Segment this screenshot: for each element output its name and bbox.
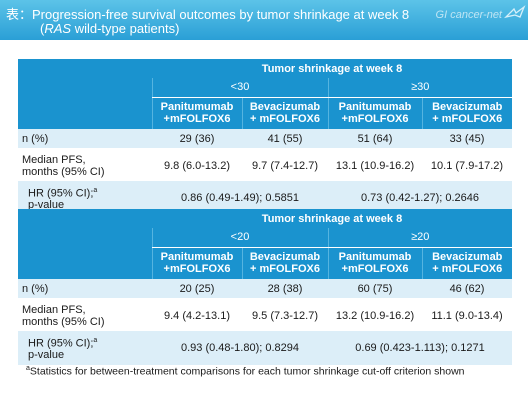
arm-name: Panitumumab bbox=[160, 251, 234, 264]
table-row: Median PFS, months (95% CI) 9.8 (6.0-13.2… bbox=[18, 149, 512, 181]
row-label-line: months (95% CI) bbox=[22, 315, 105, 328]
brand-logo-icon bbox=[504, 5, 526, 19]
row-label-line: p-value bbox=[28, 349, 65, 362]
page-title: 表：Progression-free survival outcomes by … bbox=[6, 7, 410, 22]
table-cell: 9.4 (4.2-13.1) bbox=[152, 299, 242, 331]
arm-regimen: + mFOLFOX6 bbox=[250, 263, 320, 276]
group-header: Tumor shrinkage at week 8 bbox=[152, 209, 512, 228]
arm-name: Bevacizumab bbox=[432, 101, 503, 114]
table-cell: 9.8 (6.0-13.2) bbox=[152, 149, 242, 181]
row-label-line: Median PFS, bbox=[22, 303, 86, 316]
corner-cell bbox=[18, 228, 152, 247]
corner-cell bbox=[18, 247, 152, 279]
page-subtitle: (RAS wild-type patients) bbox=[40, 21, 179, 36]
arm-header: Bevacizumab + mFOLFOX6 bbox=[421, 97, 512, 129]
cutoff-header: ≥30 bbox=[327, 78, 512, 98]
row-label: HR (95% CI);a p-value bbox=[18, 331, 152, 365]
arm-header: Panitumumab +mFOLFOX6 bbox=[327, 97, 422, 129]
table-row: n (%) 29 (36) 41 (55) 51 (64) 33 (45) bbox=[18, 129, 512, 150]
table-cell: 13.2 (10.9-16.2) bbox=[328, 299, 422, 331]
arm-header: Bevacizumab + mFOLFOX6 bbox=[241, 247, 328, 279]
brand-name: GI cancer-net bbox=[435, 9, 502, 21]
arm-name: Bevacizumab bbox=[249, 101, 321, 114]
arm-regimen: + mFOLFOX6 bbox=[432, 263, 503, 276]
row-label: n (%) bbox=[18, 129, 152, 150]
arm-regimen: + mFOLFOX6 bbox=[250, 113, 320, 126]
row-label-line: months (95% CI) bbox=[22, 165, 105, 178]
footnote-text: Statistics for between-treatment compari… bbox=[29, 365, 465, 378]
arm-header: Panitumumab +mFOLFOX6 bbox=[327, 247, 422, 279]
table-cell: 0.69 (0.423-1.113); 0.1271 bbox=[328, 331, 512, 365]
results-table-20-cutoff: Tumor shrinkage at week 8 <20 ≥20 Panitu… bbox=[18, 209, 512, 365]
table-cell: 46 (62) bbox=[422, 279, 512, 300]
results-table-30-cutoff: Tumor shrinkage at week 8 <30 ≥30 Panitu… bbox=[18, 59, 512, 215]
table-cell: 60 (75) bbox=[328, 279, 422, 300]
table-cell: 13.1 (10.9-16.2) bbox=[328, 149, 422, 181]
cutoff-header: <20 bbox=[151, 228, 328, 248]
arm-header: Panitumumab +mFOLFOX6 bbox=[151, 247, 242, 279]
table-cell: 28 (38) bbox=[242, 279, 328, 300]
table-row: Median PFS, months (95% CI) 9.4 (4.2-13.1… bbox=[18, 299, 512, 331]
footnote: aStatistics for between-treatment compar… bbox=[26, 365, 465, 378]
row-label-line: HR (95% CI); bbox=[28, 337, 94, 350]
table-cell: 9.5 (7.3-12.7) bbox=[242, 299, 328, 331]
table-cell: 51 (64) bbox=[328, 129, 422, 150]
row-label: Median PFS, months (95% CI) bbox=[18, 299, 152, 331]
arm-header: Panitumumab +mFOLFOX6 bbox=[151, 97, 242, 129]
footnote-marker: a bbox=[93, 186, 98, 194]
subtitle-prefix: ( bbox=[40, 21, 45, 36]
subtitle-suffix: wild-type patients) bbox=[71, 21, 180, 36]
footnote-marker: a bbox=[26, 365, 30, 372]
arm-header: Bevacizumab + mFOLFOX6 bbox=[241, 97, 328, 129]
table-cell: 0.93 (0.48-1.80); 0.8294 bbox=[152, 331, 328, 365]
row-label: n (%) bbox=[18, 279, 152, 300]
table-cell: 33 (45) bbox=[422, 129, 512, 150]
arm-regimen: +mFOLFOX6 bbox=[163, 113, 231, 126]
arm-regimen: +mFOLFOX6 bbox=[341, 263, 409, 276]
cutoff-header: ≥20 bbox=[327, 228, 512, 248]
table-cell: 11.1 (9.0-13.4) bbox=[422, 299, 512, 331]
arm-regimen: + mFOLFOX6 bbox=[432, 113, 503, 126]
arm-name: Bevacizumab bbox=[249, 251, 321, 264]
arm-name: Panitumumab bbox=[338, 101, 412, 114]
corner-cell bbox=[18, 209, 152, 228]
corner-cell bbox=[18, 97, 152, 129]
table-cell: 9.7 (7.4-12.7) bbox=[242, 149, 328, 181]
row-label: Median PFS, months (95% CI) bbox=[18, 149, 152, 181]
table-cell: 29 (36) bbox=[152, 129, 242, 150]
arm-regimen: +mFOLFOX6 bbox=[341, 113, 409, 126]
cutoff-header: <30 bbox=[151, 78, 328, 98]
corner-cell bbox=[18, 78, 152, 97]
arm-regimen: +mFOLFOX6 bbox=[163, 263, 231, 276]
footnote-marker: a bbox=[93, 336, 98, 344]
arm-name: Panitumumab bbox=[160, 101, 234, 114]
corner-cell bbox=[18, 59, 152, 78]
table-row: HR (95% CI);a p-value 0.86 (0.49-1.49); 0… bbox=[18, 181, 512, 215]
arm-name: Bevacizumab bbox=[432, 251, 503, 264]
arm-name: Panitumumab bbox=[338, 251, 412, 264]
arm-header: Bevacizumab + mFOLFOX6 bbox=[421, 247, 512, 279]
group-header: Tumor shrinkage at week 8 bbox=[152, 59, 512, 78]
row-label-line: Median PFS, bbox=[22, 153, 86, 166]
title-banner: 表：Progression-free survival outcomes by … bbox=[0, 0, 528, 40]
table-cell: 41 (55) bbox=[242, 129, 328, 150]
row-label-line: p-value bbox=[28, 199, 65, 212]
row-label-line: HR (95% CI); bbox=[28, 187, 94, 200]
table-row: n (%) 20 (25) 28 (38) 60 (75) 46 (62) bbox=[18, 279, 512, 300]
table-cell: 10.1 (7.9-17.2) bbox=[422, 149, 512, 181]
table-cell: 20 (25) bbox=[152, 279, 242, 300]
table-row: HR (95% CI);a p-value 0.93 (0.48-1.80); 0… bbox=[18, 331, 512, 365]
subtitle-italic: RAS bbox=[44, 21, 72, 36]
